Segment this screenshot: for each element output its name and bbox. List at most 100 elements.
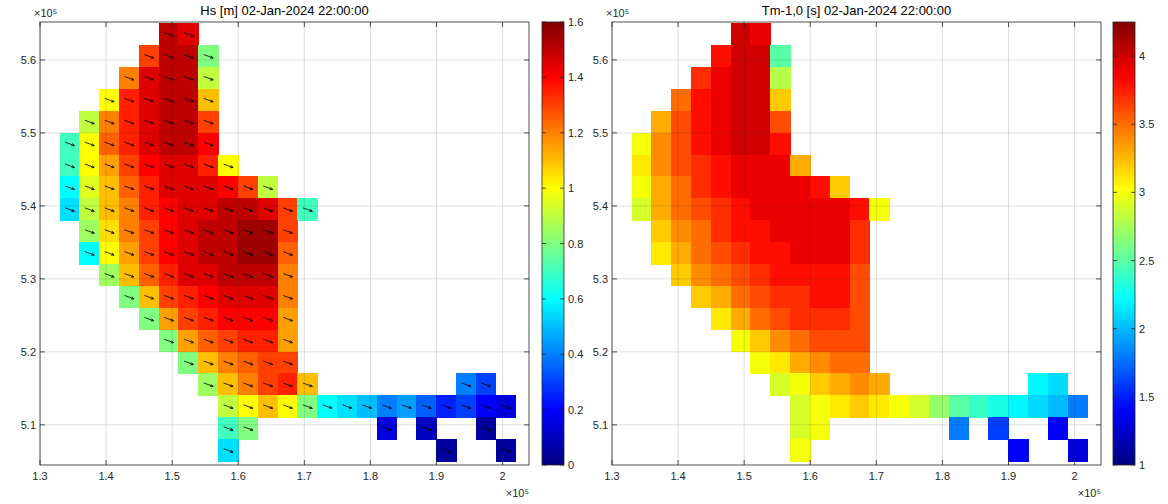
wave-arrow <box>204 142 213 146</box>
heatmap-cell <box>139 89 159 111</box>
heatmap-cell <box>178 286 198 308</box>
wave-arrow <box>65 142 74 146</box>
tick-mark <box>172 460 173 465</box>
heatmap-cell <box>436 439 456 461</box>
heatmap-cell <box>731 264 751 286</box>
heatmap-cell <box>278 352 298 374</box>
wave-arrow <box>462 383 471 387</box>
x-tick-label: 1.6 <box>231 470 246 482</box>
wave-arrow <box>263 186 272 190</box>
heatmap-cell <box>711 111 731 133</box>
wave-arrow <box>125 208 134 212</box>
heatmap-cell <box>278 242 298 264</box>
wave-arrow <box>184 361 193 365</box>
colorbar-tick <box>1131 56 1135 57</box>
heatmap-cell <box>731 176 751 198</box>
y-tick-label: 5.2 <box>593 346 608 358</box>
tick-mark <box>1096 424 1101 425</box>
heatmap-cell <box>278 286 298 308</box>
wave-arrow <box>224 427 233 431</box>
wave-arrow <box>224 164 233 168</box>
heatmap-cell <box>651 176 671 198</box>
heatmap-cell <box>159 111 179 133</box>
grid-line <box>40 132 529 133</box>
wave-arrow <box>343 405 352 409</box>
wave-arrow <box>125 186 134 190</box>
heatmap-cell <box>731 220 751 242</box>
wave-arrow <box>164 164 173 168</box>
wave-arrow <box>65 208 74 212</box>
heatmap-cell <box>651 155 671 177</box>
heatmap-cell <box>711 155 731 177</box>
colorbar-tick-label: 3.5 <box>1139 118 1154 130</box>
heatmap-cell <box>711 220 731 242</box>
wave-arrow <box>204 98 213 102</box>
tick-mark <box>1096 59 1101 60</box>
grid-line <box>370 22 371 465</box>
heatmap-cell <box>770 155 790 177</box>
wave-arrow <box>382 405 391 409</box>
heatmap-cell <box>850 308 870 330</box>
heatmap-cell <box>750 67 770 89</box>
heatmap-cell <box>178 176 198 198</box>
wave-arrow <box>184 98 193 102</box>
heatmap-cell <box>632 176 652 198</box>
heatmap-cell <box>178 308 198 330</box>
figure: 1.31.41.51.61.71.81.925.15.25.35.45.55.6… <box>0 0 1168 504</box>
wave-arrow <box>481 405 490 409</box>
wave-arrow <box>105 186 114 190</box>
heatmap-cell <box>810 417 830 439</box>
heatmap-cell <box>850 373 870 395</box>
heatmap-cell <box>278 198 298 220</box>
wave-arrow <box>224 295 233 299</box>
heatmap-cell <box>178 133 198 155</box>
heatmap-cell <box>60 176 80 198</box>
wave-arrow <box>422 405 431 409</box>
wave-arrow <box>263 208 272 212</box>
colorbar-tick <box>1113 396 1117 397</box>
wave-arrow <box>362 405 371 409</box>
wave-arrow <box>184 142 193 146</box>
heatmap-cell <box>337 395 357 417</box>
wave-arrow <box>184 208 193 212</box>
heatmap-cell <box>198 308 218 330</box>
y-tick-label: 5.4 <box>593 200 608 212</box>
heatmap-cell <box>258 352 278 374</box>
heatmap-cell <box>691 286 711 308</box>
wave-arrow <box>105 142 114 146</box>
colorbar-tick <box>560 77 564 78</box>
wave-arrow <box>382 427 391 431</box>
colorbar-tick-label: 3 <box>1139 186 1145 198</box>
tick-mark <box>106 22 107 27</box>
tick-mark <box>1008 22 1009 27</box>
wave-arrow <box>184 33 193 37</box>
heatmap-cell <box>238 220 258 242</box>
heatmap-cell <box>810 242 830 264</box>
wave-arrow <box>105 230 114 234</box>
heatmap-cell <box>456 373 476 395</box>
heatmap-cell <box>258 286 278 308</box>
wave-arrow <box>283 361 292 365</box>
heatmap-cell <box>496 395 516 417</box>
grid-line <box>1074 22 1075 465</box>
heatmap-cell <box>671 133 691 155</box>
heatmap-cell <box>238 264 258 286</box>
grid-line <box>304 22 305 465</box>
colorbar-tick <box>560 465 564 466</box>
heatmap-cell <box>731 286 751 308</box>
grid-line <box>612 424 1101 425</box>
colorbar-tick-label: 0.2 <box>568 404 583 416</box>
x-tick-label: 1.9 <box>429 470 444 482</box>
y-tick-label: 5.6 <box>21 54 36 66</box>
tick-mark <box>1096 351 1101 352</box>
wave-arrow <box>283 383 292 387</box>
colorbar-tick-label: 1.2 <box>568 127 583 139</box>
axes-frame <box>612 22 1101 465</box>
x-tick-label: 1.8 <box>363 470 378 482</box>
wave-arrow <box>204 252 213 256</box>
wave-arrow <box>125 164 134 168</box>
heatmap-cell <box>830 286 850 308</box>
grid-line <box>810 22 811 465</box>
colorbar-tick <box>560 188 564 189</box>
wave-arrow <box>164 98 173 102</box>
